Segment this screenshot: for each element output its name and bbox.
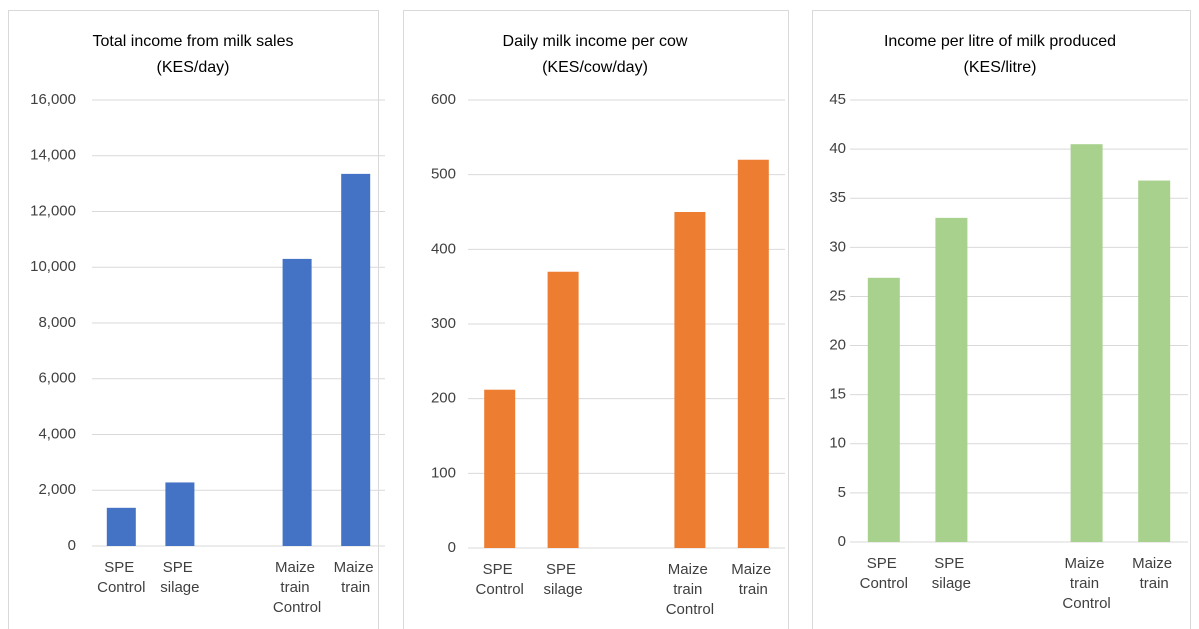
chart-title: Daily milk income per cow: [503, 33, 688, 50]
y-tick-label: 8,000: [38, 314, 76, 331]
bar: [737, 159, 769, 548]
bar: [341, 173, 371, 546]
x-tick-label: Maize train: [1132, 555, 1176, 592]
x-tick-label: SPE Control: [476, 561, 524, 598]
x-tick-label: Maize train Control: [273, 559, 321, 616]
x-tick-label-line: Maize: [334, 559, 378, 576]
x-tick-label: Maize train Control: [666, 561, 714, 618]
x-tick-label-line: SPE: [163, 559, 197, 576]
y-tick-label: 4,000: [38, 425, 76, 442]
y-tick-label: 12,000: [30, 202, 76, 219]
y-tick-label: 35: [829, 189, 846, 206]
x-tick-label-line: SPE: [867, 555, 901, 572]
y-tick-label: 400: [431, 240, 456, 257]
chart-subtitle: (KES/litre): [964, 59, 1037, 76]
x-tick-label-line: silage: [932, 575, 971, 592]
x-tick-label-line: Maize: [1132, 555, 1176, 572]
x-tick-label-line: Maize: [1065, 555, 1109, 572]
y-tick-label: 0: [68, 537, 76, 554]
y-tick-label: 45: [829, 91, 846, 108]
x-tick-label-line: Maize: [668, 561, 712, 578]
x-tick-label-line: SPE: [104, 559, 138, 576]
x-tick-label-line: Control: [476, 581, 524, 598]
y-tick-label: 10: [829, 435, 846, 452]
x-tick-label: SPE silage: [932, 555, 971, 592]
chart-subtitle: (KES/cow/day): [542, 59, 648, 76]
chart-subtitle: (KES/day): [157, 59, 230, 76]
y-tick-label: 14,000: [30, 147, 76, 164]
y-tick-label: 25: [829, 287, 846, 304]
x-tick-label-line: Control: [860, 575, 908, 592]
x-tick-label-line: Maize: [731, 561, 775, 578]
x-tick-label-line: Control: [273, 599, 321, 616]
x-tick-label: SPE Control: [97, 559, 145, 596]
y-tick-label: 200: [431, 390, 456, 407]
x-tick-label-line: Control: [1062, 595, 1110, 612]
x-tick-label-line: Control: [97, 579, 145, 596]
bar: [867, 277, 900, 542]
bar: [547, 271, 579, 548]
x-tick-label-line: Control: [666, 601, 714, 618]
x-tick-label-line: train: [280, 579, 313, 596]
x-tick-label-line: SPE: [934, 555, 968, 572]
y-tick-label: 600: [431, 91, 456, 108]
bar: [484, 389, 516, 548]
x-tick-label-line: train: [1140, 575, 1169, 592]
bar: [282, 258, 312, 546]
y-tick-label: 100: [431, 464, 456, 481]
y-tick-label: 2,000: [38, 481, 76, 498]
x-tick-label-line: train: [341, 579, 370, 596]
y-tick-label: 6,000: [38, 370, 76, 387]
x-tick-label: Maize train: [731, 561, 775, 598]
y-tick-label: 0: [838, 533, 846, 550]
bar: [674, 212, 706, 548]
bar: [106, 507, 136, 546]
bar: [165, 482, 195, 546]
x-tick-label: SPE silage: [160, 559, 199, 596]
x-tick-label-line: SPE: [483, 561, 517, 578]
chart-title: Income per litre of milk produced: [884, 33, 1116, 50]
bar: [1070, 144, 1103, 542]
y-tick-label: 500: [431, 166, 456, 183]
x-tick-label: SPE silage: [543, 561, 582, 598]
y-tick-label: 16,000: [30, 91, 76, 108]
bar: [935, 217, 968, 542]
y-tick-label: 0: [448, 539, 456, 556]
x-tick-label-line: train: [739, 581, 768, 598]
y-tick-label: 20: [829, 337, 846, 354]
y-tick-label: 5: [838, 484, 846, 501]
y-tick-label: 40: [829, 140, 846, 157]
x-tick-label-line: Maize: [275, 559, 319, 576]
x-tick-label: SPE Control: [860, 555, 908, 592]
y-tick-label: 30: [829, 238, 846, 255]
x-tick-label-line: train: [1070, 575, 1103, 592]
x-tick-label-line: SPE: [546, 561, 580, 578]
y-tick-label: 15: [829, 386, 846, 403]
x-tick-label-line: silage: [160, 579, 199, 596]
x-tick-label: Maize train Control: [1062, 555, 1110, 612]
x-tick-label: Maize train: [334, 559, 378, 596]
panel-frame: [403, 10, 789, 629]
y-tick-label: 10,000: [30, 258, 76, 275]
x-tick-label-line: train: [673, 581, 706, 598]
chart-title: Total income from milk sales: [93, 33, 294, 50]
y-tick-label: 300: [431, 315, 456, 332]
x-tick-label-line: silage: [543, 581, 582, 598]
bar: [1138, 180, 1171, 542]
